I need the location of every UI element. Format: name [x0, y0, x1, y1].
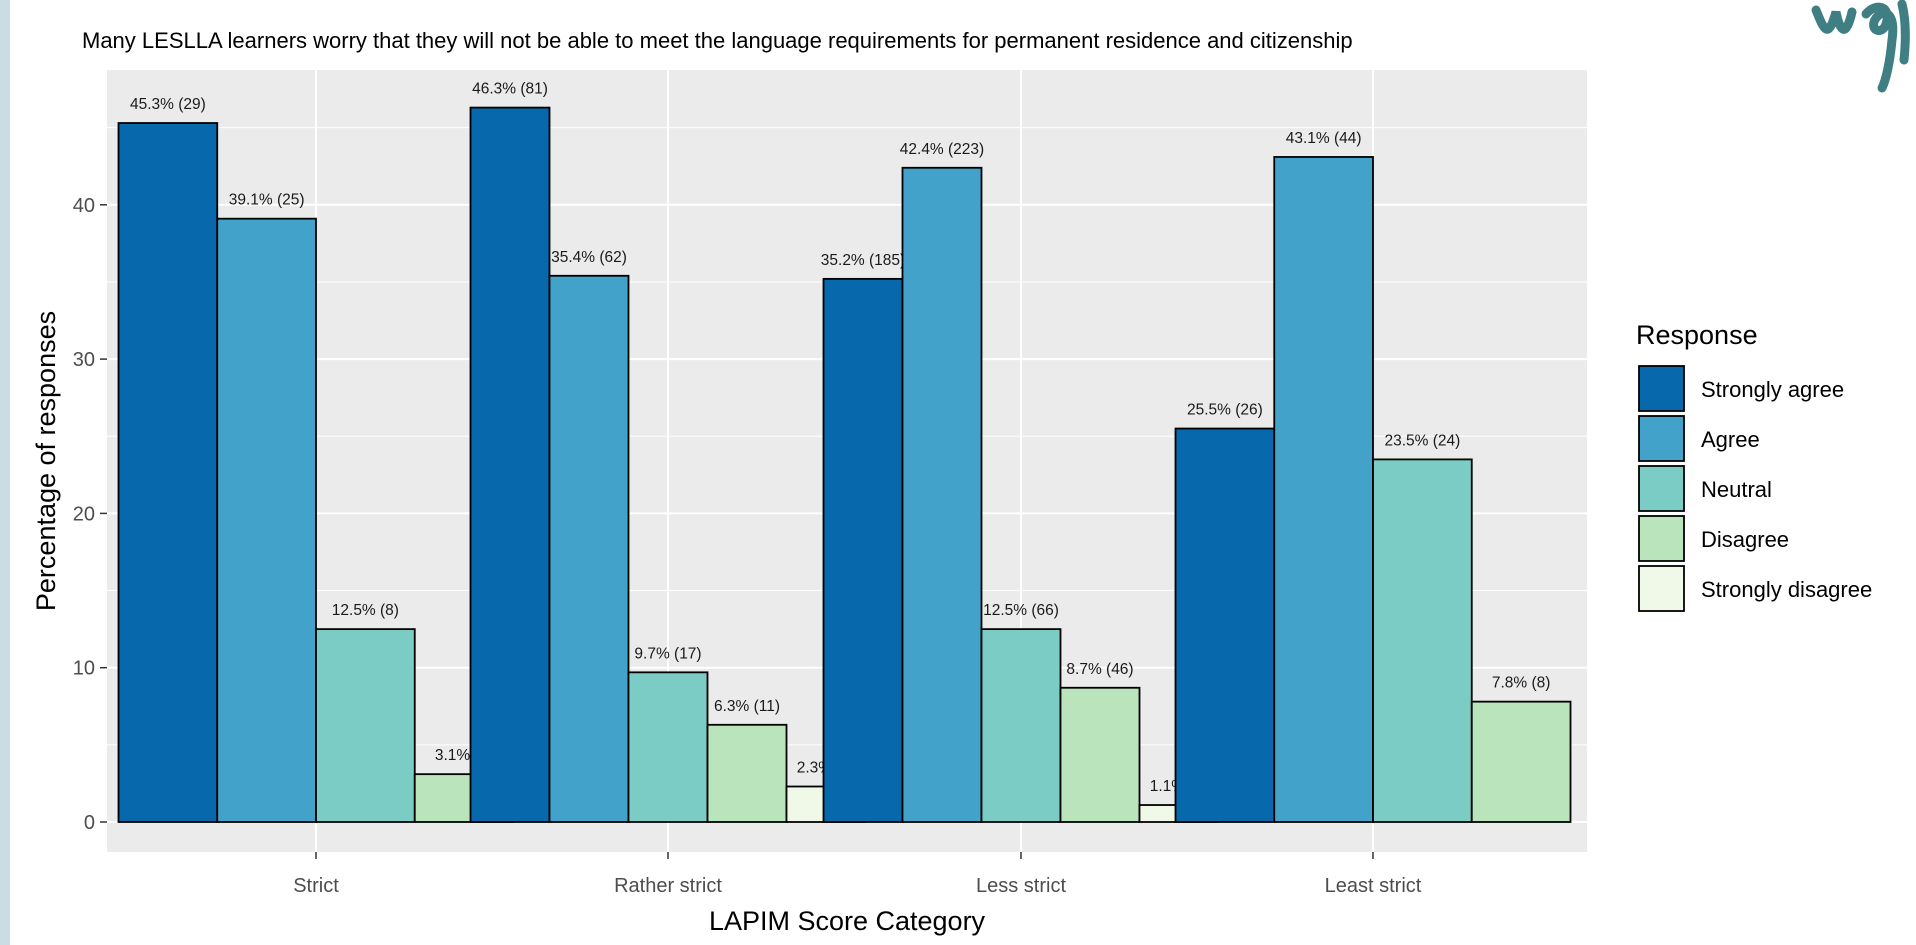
- data-label: 42.4% (223): [900, 141, 984, 158]
- logo-glyph: [1811, 0, 1910, 93]
- data-label: 12.5% (66): [983, 602, 1059, 619]
- bar-disagree: [706, 723, 788, 823]
- bar-strongly-agree: [1174, 427, 1276, 823]
- legend-label: Disagree: [1701, 527, 1789, 552]
- corner-logo-script: [1806, 0, 1916, 95]
- chart-frame: 0 10 20 30 40 45.3% (29) 39.1% (25) 12.5% (8) 3.…: [10, 0, 1916, 945]
- bar-disagree: [1470, 700, 1572, 823]
- chart-title: Many LESLLA learners worry that they wil…: [82, 28, 1353, 53]
- x-axis-title: LAPIM Score Category: [709, 906, 986, 936]
- data-label: 7.8% (8): [1492, 675, 1551, 692]
- y-tick-label: 10: [73, 658, 95, 680]
- data-label: 46.3% (81): [472, 81, 548, 98]
- bar-strongly-agree: [469, 106, 551, 823]
- y-tick-label: 20: [73, 503, 95, 525]
- y-axis-title: Percentage of responses: [31, 311, 61, 611]
- legend-label: Neutral: [1701, 477, 1772, 502]
- legend-key: [1638, 465, 1685, 512]
- legend: Response Strongly agree Agree Neutral Disagr…: [1636, 320, 1872, 612]
- data-label: 12.5% (8): [332, 602, 399, 619]
- legend-key: [1638, 565, 1685, 612]
- legend-title: Response: [1636, 320, 1758, 350]
- x-tick-label: Strict: [293, 875, 339, 897]
- data-label: 35.2% (185): [821, 252, 905, 269]
- data-label: 35.4% (62): [551, 249, 627, 266]
- data-label: 23.5% (24): [1384, 432, 1460, 449]
- data-label: 6.3% (11): [714, 698, 780, 715]
- bar-agree: [216, 217, 317, 823]
- legend-key: [1638, 415, 1685, 462]
- bar-strongly-agree: [117, 122, 219, 823]
- data-label: 45.3% (29): [130, 96, 206, 113]
- legend-label: Strongly disagree: [1701, 577, 1872, 602]
- legend-label: Strongly agree: [1701, 377, 1844, 402]
- bar-neutral: [315, 628, 416, 823]
- bar-strongly-agree: [822, 277, 904, 823]
- y-tick-label: 30: [73, 349, 95, 371]
- data-label: 39.1% (25): [229, 192, 305, 209]
- x-tick-label: Rather strict: [614, 875, 722, 897]
- data-label: 43.1% (44): [1286, 130, 1362, 147]
- bar-agree: [548, 274, 630, 823]
- x-tick-label: Less strict: [976, 875, 1066, 897]
- bar-disagree: [1059, 686, 1141, 823]
- data-label: 25.5% (26): [1187, 402, 1263, 419]
- bar-agree: [1273, 156, 1374, 823]
- y-tick-label: 0: [84, 812, 95, 834]
- y-tick-label: 40: [73, 195, 95, 217]
- data-label: 9.7% (17): [634, 645, 701, 662]
- data-label: 8.7% (46): [1066, 661, 1133, 678]
- bar-agree: [901, 166, 983, 823]
- legend-label: Agree: [1701, 427, 1760, 452]
- legend-key: [1638, 365, 1685, 412]
- bar-neutral: [1372, 458, 1473, 823]
- bar-neutral: [627, 671, 709, 823]
- x-tick-label: Least strict: [1325, 875, 1422, 897]
- legend-key: [1638, 515, 1685, 562]
- bar-neutral: [980, 628, 1062, 823]
